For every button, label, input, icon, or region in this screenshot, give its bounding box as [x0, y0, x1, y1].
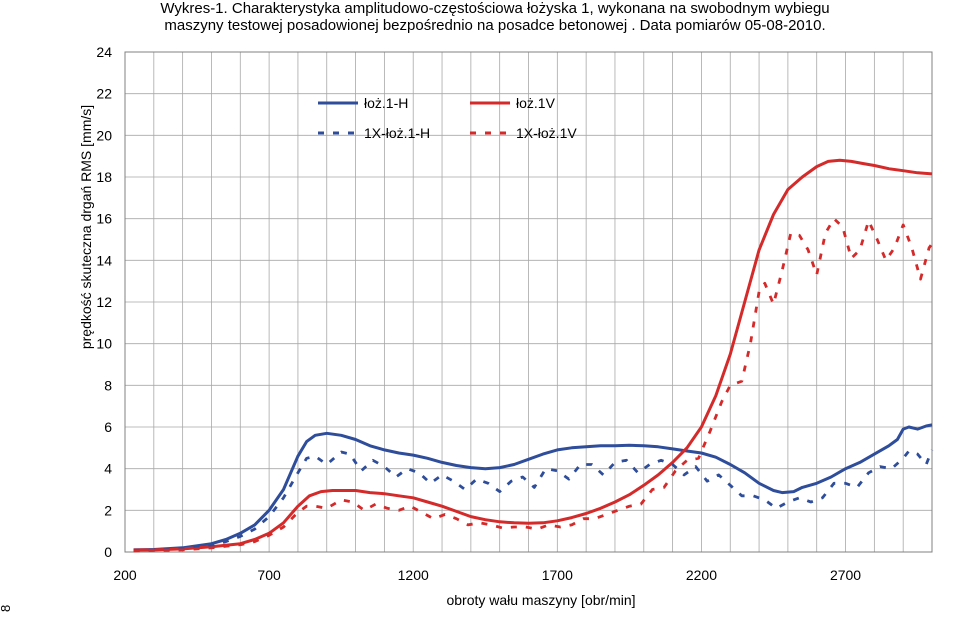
y-tick-label: 12 [96, 294, 112, 310]
x-tick-label: 2700 [830, 567, 861, 583]
chart-title: Wykres-1. Charakterystyka amplitudowo-cz… [60, 0, 930, 34]
chart-title-line-2: maszyny testowej posadowionej bezpośredn… [164, 17, 826, 34]
x-tick-labels: 200 700 1200 1700 2200 2700 [113, 567, 861, 583]
y-axis-label: prędkość skuteczna drgań RMS [mm/s] [78, 105, 94, 349]
legend-label-1: łoż.1-H [364, 95, 408, 111]
y-tick-label: 2 [104, 502, 112, 518]
x-tick-label: 1700 [542, 567, 573, 583]
y-tick-label: 16 [96, 211, 112, 227]
y-tick-label: 4 [104, 461, 112, 477]
series-line-2 [133, 158, 933, 552]
y-tick-label: 8 [104, 377, 112, 393]
series-line-4 [133, 217, 934, 553]
y-tick-label: 22 [96, 86, 112, 102]
series-lines [133, 158, 934, 553]
y-tick-label: 20 [96, 127, 112, 143]
x-axis-label: obroty wału maszyny [obr/min] [446, 592, 635, 608]
legend-label-4: 1X-łoż.1V [516, 125, 577, 141]
y-tick-label: 14 [96, 252, 112, 268]
legend-label-3: 1X-łoż.1-H [364, 125, 430, 141]
y-tick-label: 0 [104, 544, 112, 560]
series-line-1 [133, 423, 933, 552]
y-tick-label: 18 [96, 169, 112, 185]
y-tick-label: 10 [96, 336, 112, 352]
chart-title-line-1: Wykres-1. Charakterystyka amplitudowo-cz… [160, 0, 830, 17]
series-line-3 [133, 449, 934, 552]
x-tick-label: 1200 [398, 567, 429, 583]
plot-area-border [124, 51, 933, 553]
legend-label-2: łoż.1V [516, 95, 556, 111]
y-tick-label: 24 [96, 44, 112, 60]
plot-frame [124, 51, 933, 553]
grid-lines [125, 52, 932, 552]
y-tick-label: 6 [104, 419, 112, 435]
x-tick-label: 2200 [686, 567, 717, 583]
x-tick-label: 700 [257, 567, 281, 583]
legend: łoż.1-H łoż.1V 1X-łoż.1-H 1X-łoż.1V [318, 95, 577, 141]
x-tick-label: 200 [113, 567, 137, 583]
